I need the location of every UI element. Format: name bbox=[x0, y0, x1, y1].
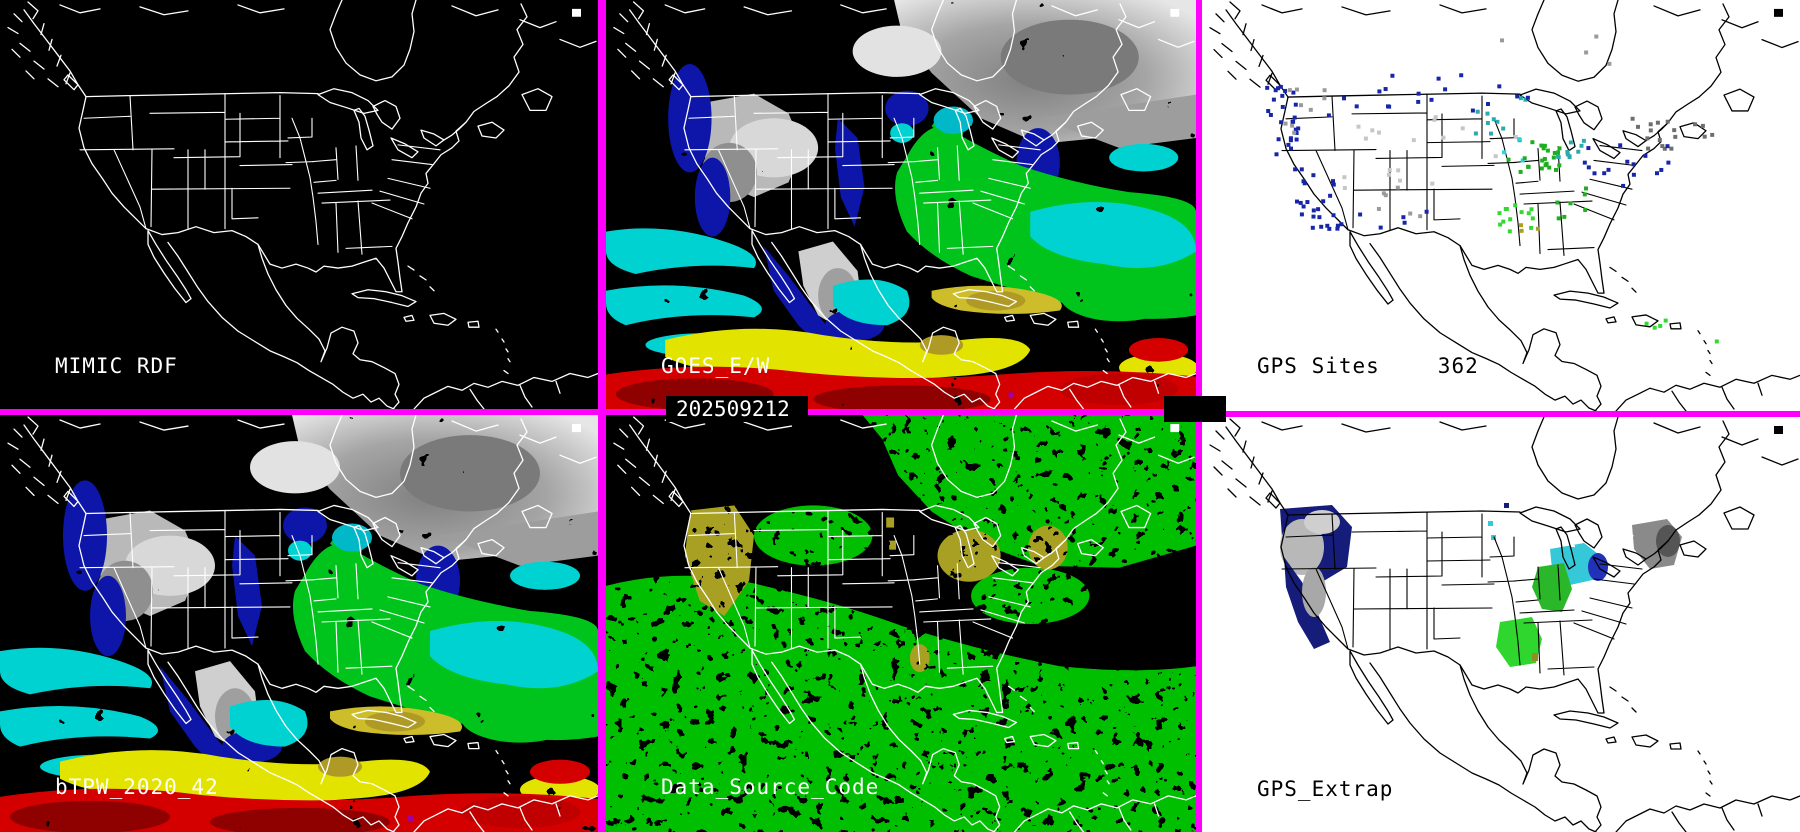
panel-label-btpw: bTPW_2020_42 bbox=[55, 775, 219, 799]
panel-label-text: GPS Sites bbox=[1257, 354, 1380, 378]
panel-label-text: bTPW_2020_42 bbox=[55, 775, 219, 799]
gps-site-count: 362 bbox=[1437, 354, 1479, 378]
data-source-color-field bbox=[606, 415, 1196, 832]
extrap-color-field bbox=[1280, 503, 1682, 667]
timestamp-box: 202509212 bbox=[666, 396, 808, 422]
label-gap bbox=[1380, 354, 1438, 378]
divider-vertical-left bbox=[598, 0, 606, 832]
map-outline bbox=[1209, 0, 1800, 411]
panel-label-goes-ew: GOES_E/W bbox=[661, 354, 770, 378]
divider-horizontal-right bbox=[1226, 411, 1800, 417]
map-goes-ew bbox=[606, 0, 1196, 409]
panel-data-source-code: Data_Source_Code bbox=[606, 415, 1196, 832]
panel-label-text: GOES_E/W bbox=[661, 354, 771, 378]
map-btpw bbox=[0, 415, 598, 832]
tpw-color-field bbox=[606, 0, 1196, 409]
panel-label-data-source-code: Data_Source_Code bbox=[661, 775, 879, 799]
panel-btpw: bTPW_2020_42 bbox=[0, 415, 598, 832]
panel-label-text: MIMIC RDF bbox=[55, 354, 178, 378]
map-gps-sites bbox=[1209, 0, 1800, 411]
junction-black-box bbox=[1164, 396, 1226, 422]
panel-label-text: GPS_Extrap bbox=[1257, 777, 1394, 801]
panel-goes-ew: GOES_E/W bbox=[606, 0, 1196, 409]
map-data-source-code bbox=[606, 415, 1196, 832]
gps-site-dots bbox=[1265, 34, 1719, 344]
map-outline bbox=[7, 0, 598, 409]
panel-gps-sites: GPS Sites 362 bbox=[1202, 0, 1800, 411]
panel-label-mimic-rdf: MIMIC RDF bbox=[55, 354, 178, 378]
divider-horizontal-left bbox=[0, 409, 1196, 415]
map-gps-extrap bbox=[1209, 417, 1800, 832]
panel-gps-extrap: GPS_Extrap bbox=[1202, 417, 1800, 832]
map-mimic-rdf bbox=[7, 0, 598, 409]
timestamp-label: 202509212 bbox=[676, 397, 790, 421]
panel-label-gps-sites: GPS Sites 362 bbox=[1257, 354, 1479, 378]
tpw-color-field bbox=[0, 415, 598, 832]
panel-label-gps-extrap: GPS_Extrap bbox=[1257, 777, 1393, 801]
panel-label-text: Data_Source_Code bbox=[661, 775, 880, 799]
panel-mimic-rdf: MIMIC RDF bbox=[0, 0, 598, 409]
